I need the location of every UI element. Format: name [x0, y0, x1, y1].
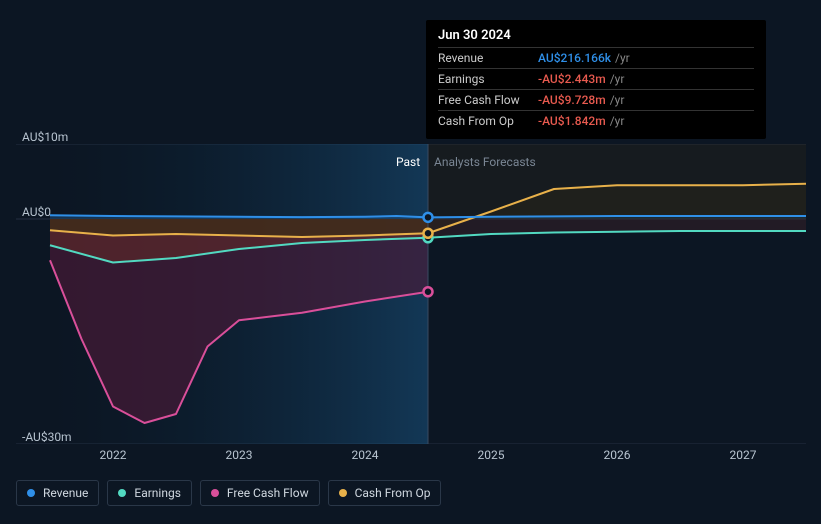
legend-item-revenue[interactable]: Revenue — [16, 480, 99, 506]
tooltip-label: Free Cash Flow — [438, 93, 538, 107]
x-axis-label: 2023 — [226, 448, 253, 462]
tooltip-row: Cash From Op-AU$1.842m/yr — [438, 110, 754, 131]
tooltip-label: Earnings — [438, 72, 538, 86]
x-axis-label: 2022 — [100, 448, 127, 462]
tooltip-label: Cash From Op — [438, 114, 538, 128]
legend-dot-icon — [339, 489, 347, 497]
x-axis-label: 2027 — [730, 448, 757, 462]
tooltip-value: AU$216.166k — [538, 51, 611, 65]
tooltip-row: RevenueAU$216.166k/yr — [438, 47, 754, 68]
tooltip-value: -AU$9.728m — [538, 93, 606, 107]
x-axis-label: 2026 — [604, 448, 631, 462]
legend-label: Cash From Op — [355, 486, 431, 500]
legend-label: Free Cash Flow — [227, 486, 309, 500]
tooltip-unit: /yr — [610, 72, 625, 86]
legend-item-earnings[interactable]: Earnings — [107, 480, 192, 506]
x-axis-label: 2024 — [352, 448, 379, 462]
tooltip-value: -AU$1.842m — [538, 114, 606, 128]
financials-chart[interactable] — [16, 144, 806, 444]
tooltip-row: Earnings-AU$2.443m/yr — [438, 68, 754, 89]
tooltip-unit: /yr — [615, 51, 630, 65]
legend-item-fcf[interactable]: Free Cash Flow — [200, 480, 320, 506]
tooltip-date: Jun 30 2024 — [438, 28, 754, 43]
legend-label: Earnings — [134, 486, 181, 500]
chart-tooltip: Jun 30 2024 RevenueAU$216.166k/yrEarning… — [426, 20, 766, 139]
region-label-past: Past — [396, 155, 420, 169]
legend-label: Revenue — [43, 486, 88, 500]
tooltip-value: -AU$2.443m — [538, 72, 606, 86]
tooltip-unit: /yr — [610, 114, 625, 128]
legend-dot-icon — [211, 489, 219, 497]
x-axis-label: 2025 — [478, 448, 505, 462]
legend-item-cashop[interactable]: Cash From Op — [328, 480, 442, 506]
chart-legend: Revenue Earnings Free Cash Flow Cash From O… — [16, 480, 441, 506]
region-label-forecast: Analysts Forecasts — [434, 155, 536, 169]
tooltip-unit: /yr — [610, 93, 625, 107]
tooltip-row: Free Cash Flow-AU$9.728m/yr — [438, 89, 754, 110]
x-axis-labels: 2022 2023 2024 2025 2026 2027 — [16, 448, 806, 468]
tooltip-label: Revenue — [438, 51, 538, 65]
legend-dot-icon — [118, 489, 126, 497]
y-axis-label: AU$10m — [22, 130, 68, 144]
chart-svg — [16, 144, 806, 444]
legend-dot-icon — [27, 489, 35, 497]
